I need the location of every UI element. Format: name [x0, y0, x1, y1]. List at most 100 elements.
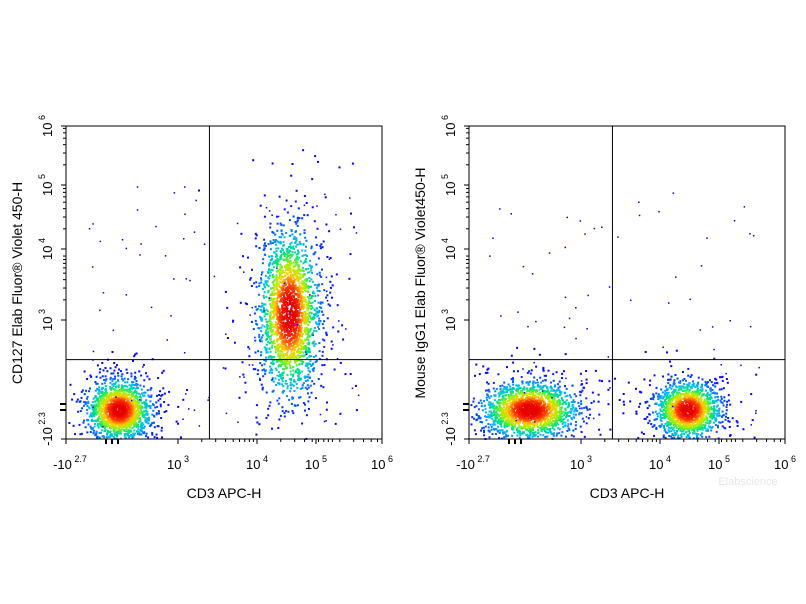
event-dot [285, 366, 288, 369]
event-dot [289, 267, 292, 270]
event-dot [539, 433, 542, 436]
event-dot [523, 431, 525, 434]
event-dot [516, 427, 519, 430]
event-dot [302, 313, 305, 316]
event-dot [287, 269, 290, 272]
event-dot [97, 417, 100, 420]
event-dot [304, 249, 307, 252]
event-dot [259, 362, 262, 365]
event-dot [111, 405, 114, 408]
event-dot [277, 348, 280, 351]
event-dot [511, 434, 514, 437]
event-dot [117, 374, 120, 377]
event-dot [260, 317, 263, 320]
event-dot [509, 396, 512, 399]
event-dot [263, 194, 266, 197]
event-dot [109, 376, 112, 379]
event-dot [98, 386, 101, 389]
event-dot [291, 410, 294, 412]
event-dot [590, 402, 593, 404]
event-dot [268, 274, 271, 277]
event-dot [116, 394, 119, 397]
event-dot [269, 401, 272, 404]
event-dot [292, 330, 295, 333]
event-dot [558, 404, 561, 407]
event-dot [319, 320, 322, 322]
event-dot [500, 425, 503, 428]
event-dot [288, 283, 291, 286]
event-dot [99, 423, 102, 426]
event-dot [269, 341, 272, 344]
event-dot [518, 424, 520, 427]
event-dot [102, 424, 105, 427]
event-dot [551, 399, 554, 402]
event-dot [97, 419, 100, 422]
event-dot [134, 423, 137, 426]
event-dot [104, 379, 107, 382]
event-dot [134, 395, 137, 398]
event-dot [277, 354, 280, 357]
event-dot [313, 313, 315, 316]
event-dot [133, 384, 136, 386]
event-dot [145, 403, 148, 406]
event-dot [113, 394, 116, 397]
event-dot [265, 349, 268, 352]
event-dot [105, 421, 108, 424]
event-dot [71, 398, 74, 401]
event-dot [83, 401, 86, 404]
event-dot [294, 380, 297, 383]
event-dot [547, 393, 550, 396]
event-dot [267, 407, 270, 410]
event-dot [321, 354, 324, 357]
event-dot [298, 321, 300, 324]
event-dot [566, 419, 569, 422]
event-dot [289, 384, 292, 387]
event-dot [274, 293, 277, 296]
event-dot [495, 412, 498, 415]
event-dot [163, 401, 166, 403]
event-dot [269, 315, 271, 318]
event-dot [329, 304, 332, 307]
event-dot [299, 378, 302, 381]
event-dot [286, 318, 289, 321]
event-dot [119, 409, 122, 412]
event-dot [198, 189, 200, 192]
event-dot [552, 420, 555, 423]
event-dot [110, 400, 113, 403]
event-dot [511, 427, 514, 430]
event-dot [325, 408, 328, 411]
event-dot [287, 281, 290, 284]
event-dot [248, 348, 251, 350]
event-dot [126, 412, 129, 415]
event-dot [282, 271, 285, 274]
event-dot [272, 280, 275, 283]
event-dot [116, 435, 118, 438]
event-dot [136, 396, 139, 399]
event-dot [132, 435, 135, 438]
event-dot [505, 435, 508, 438]
event-dot [90, 412, 93, 415]
event-dot [318, 317, 321, 320]
event-dot [502, 388, 505, 391]
event-dot [306, 336, 309, 339]
event-dot [269, 248, 272, 251]
event-dot [280, 223, 283, 226]
event-dot [548, 395, 551, 398]
event-dot [305, 239, 308, 242]
event-dot [104, 402, 107, 405]
event-dot [517, 370, 519, 373]
event-dot [319, 301, 322, 304]
event-dot [271, 269, 274, 272]
event-dot [302, 262, 305, 265]
event-dot [121, 390, 124, 393]
event-dot [538, 393, 541, 396]
event-dot [558, 401, 561, 404]
event-dot [554, 423, 556, 426]
event-dot [470, 404, 473, 407]
event-dot [271, 333, 274, 336]
event-dot [120, 400, 123, 403]
event-dot [149, 407, 152, 410]
event-dot [330, 347, 333, 350]
event-dot [254, 339, 257, 342]
event-dot [277, 322, 280, 325]
